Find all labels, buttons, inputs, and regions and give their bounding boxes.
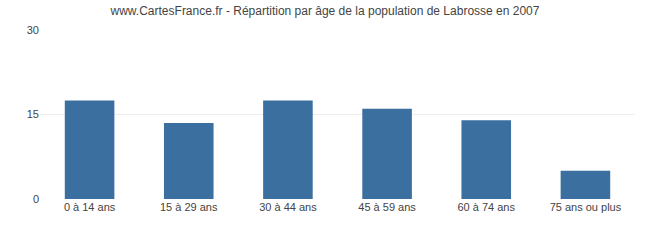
svg-text:75 ans ou plus: 75 ans ou plus	[550, 201, 622, 213]
svg-text:15: 15	[27, 108, 39, 120]
svg-text:60 à 74 ans: 60 à 74 ans	[458, 201, 516, 213]
svg-text:30: 30	[27, 24, 39, 36]
svg-text:15 à 29 ans: 15 à 29 ans	[160, 201, 218, 213]
svg-text:0 à 14 ans: 0 à 14 ans	[64, 201, 116, 213]
svg-text:30 à 44 ans: 30 à 44 ans	[259, 201, 317, 213]
svg-text:45 à 59 ans: 45 à 59 ans	[358, 201, 416, 213]
svg-text:0: 0	[33, 193, 39, 205]
svg-text:www.CartesFrance.fr - Répartit: www.CartesFrance.fr - Répartition par âg…	[110, 4, 540, 18]
